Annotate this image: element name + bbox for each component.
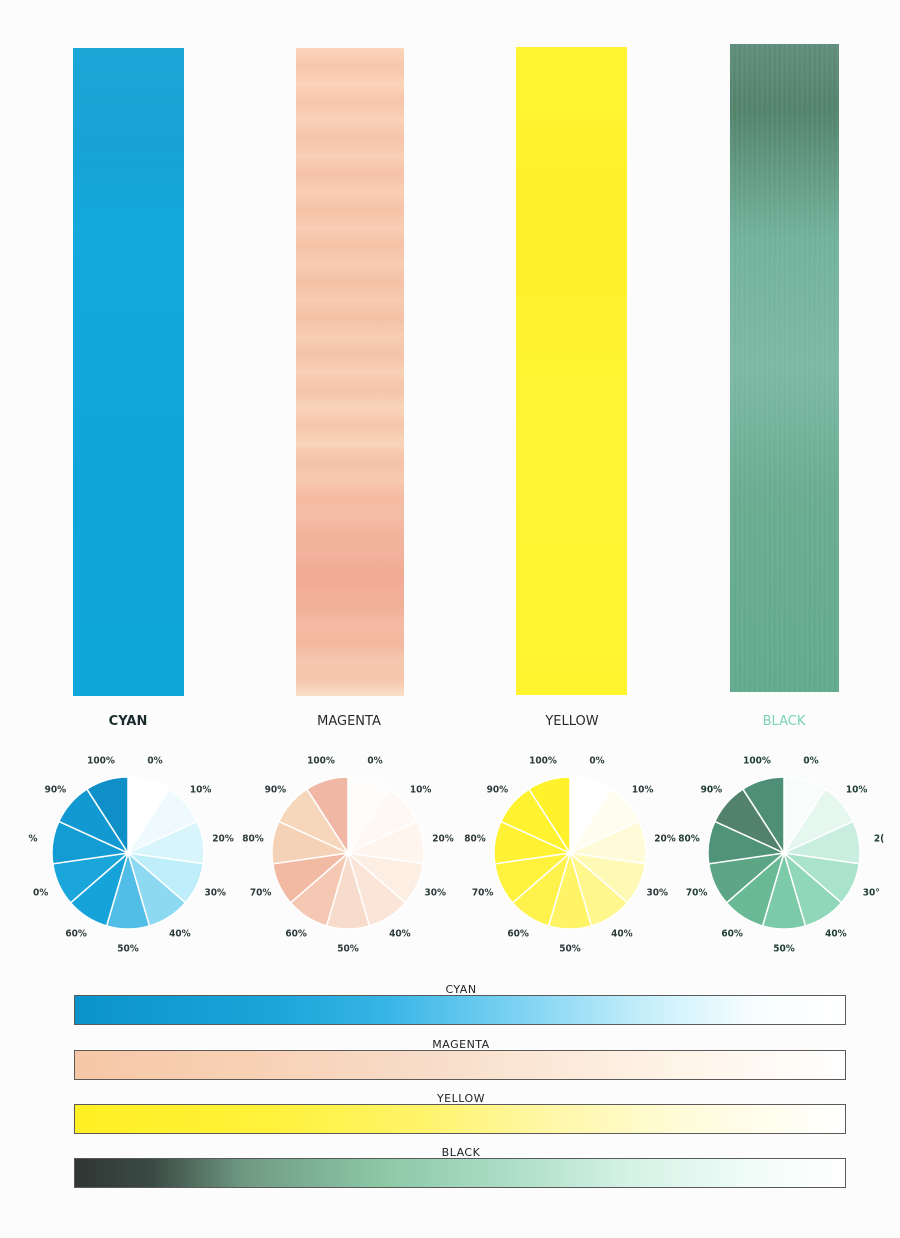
cyan-gradient-label: CYAN: [445, 983, 477, 996]
pie-percent-label: 60%: [65, 928, 87, 940]
pie-svg: [493, 776, 647, 930]
pie-percent-label: 30%: [646, 887, 669, 899]
pie-percent-label: 90%: [700, 784, 723, 796]
pie-percent-label: 30%: [204, 887, 227, 899]
pie-percent-label: 100%: [87, 755, 115, 767]
pie-percent-label: 20%: [212, 833, 234, 845]
pie-slice-100pct: [741, 776, 785, 856]
pie-percent-label: 90%: [44, 784, 67, 796]
pie-percent-label: 90%: [486, 784, 509, 796]
yellow-bar-label: YELLOW: [545, 714, 599, 729]
pie-percent-label: 70%: [471, 887, 494, 899]
pie-percent-label: 30°: [862, 887, 880, 899]
pie-slice-100pct: [305, 776, 349, 856]
cyan-density-pie: 0% 10% 20% 30% 40% 50% 60% 0%% 90% 100%: [20, 750, 240, 960]
pie-svg: [51, 776, 205, 930]
pie-slice-100pct: [527, 776, 571, 856]
black-density-pie: 0% 10% 2( 30° 40% 50% 60% 70% 80% 90% 100%: [676, 750, 896, 960]
pie-percent-label: 0%: [147, 755, 163, 767]
yellow-gradient-strip: [74, 1104, 846, 1134]
yellow-density-pie: 0% 10% 20% 30% 40% 50% 60% 70% 80% 90% 100%: [462, 750, 682, 960]
pie-percent-label: 0%: [367, 755, 383, 767]
pie-percent-label: 40%: [169, 928, 191, 940]
pie-percent-label: 0%: [589, 755, 605, 767]
black-gradient-label: BLACK: [441, 1146, 481, 1159]
pie-percent-label: 20%: [432, 833, 454, 845]
pie-percent-label: 80%: [678, 833, 700, 845]
pie-percent-label: 50%: [117, 943, 139, 955]
cyan-bar-label: CYAN: [108, 714, 148, 729]
pie-percent-label: 60%: [285, 928, 307, 940]
magenta-density-pie: 0% 10% 20% 30% 40% 50% 60% 70% 80% 90% 100%: [240, 750, 460, 960]
pie-percent-label: 2(: [873, 833, 885, 845]
pie-percent-label: 60%: [507, 928, 529, 940]
pie-percent-label: 10%: [845, 784, 868, 796]
pie-percent-label: 20%: [654, 833, 676, 845]
pie-percent-label: 30%: [424, 887, 447, 899]
magenta-gradient-strip: [74, 1050, 846, 1080]
yellow-color-bar: [516, 47, 627, 695]
black-gradient-strip: [74, 1158, 846, 1188]
pie-percent-label: 100%: [307, 755, 335, 767]
black-color-bar: [730, 44, 839, 692]
pie-percent-label: 100%: [529, 755, 557, 767]
pie-percent-label: 90%: [264, 784, 287, 796]
pie-slice-100pct: [85, 776, 129, 856]
pie-percent-label: 80%: [242, 833, 264, 845]
pie-svg: [271, 776, 425, 930]
pie-percent-label: 0%: [33, 887, 49, 899]
pie-percent-label: 10%: [189, 784, 212, 796]
pie-percent-label: 60%: [721, 928, 743, 940]
pie-percent-label: 80%: [464, 833, 486, 845]
pie-percent-label: 10%: [409, 784, 432, 796]
pie-percent-label: 50%: [559, 943, 581, 955]
pie-percent-label: 10%: [631, 784, 654, 796]
pie-percent-label: 40%: [389, 928, 411, 940]
pie-percent-label: %: [28, 833, 38, 845]
pie-percent-label: 100%: [743, 755, 771, 767]
yellow-gradient-label: YELLOW: [436, 1092, 486, 1105]
magenta-gradient-label: MAGENTA: [432, 1038, 490, 1051]
pie-percent-label: 70%: [249, 887, 272, 899]
pie-percent-label: 0%: [803, 755, 819, 767]
magenta-color-bar: [296, 48, 404, 696]
pie-percent-label: 50%: [337, 943, 359, 955]
magenta-bar-label: MAGENTA: [317, 714, 381, 729]
cyan-color-bar: [73, 48, 184, 696]
cyan-gradient-strip: [74, 995, 846, 1025]
pie-percent-label: 40%: [825, 928, 847, 940]
pie-percent-label: 70%: [685, 887, 708, 899]
black-bar-label: BLACK: [762, 714, 806, 729]
pie-svg: [707, 776, 861, 930]
pie-percent-label: 40%: [611, 928, 633, 940]
pie-percent-label: 50%: [773, 943, 795, 955]
